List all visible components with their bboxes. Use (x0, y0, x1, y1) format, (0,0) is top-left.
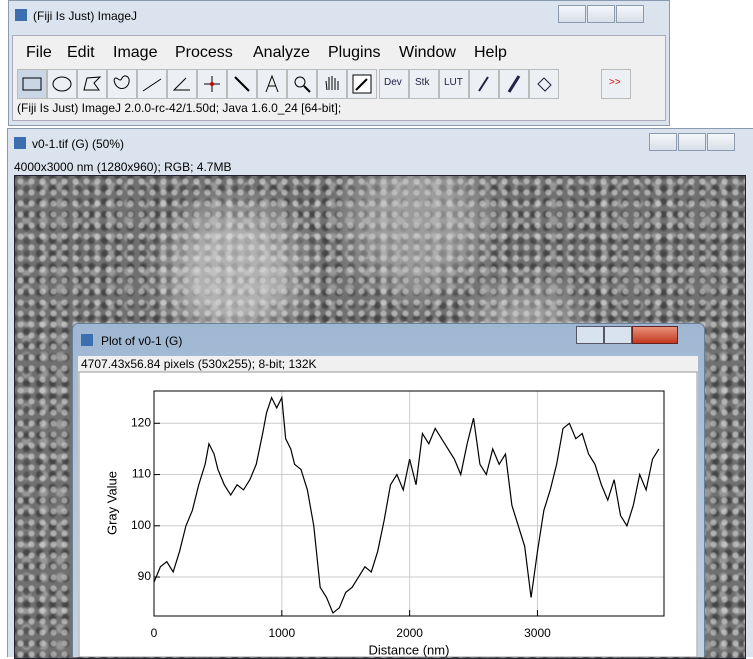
icon (172, 77, 190, 91)
icon (352, 74, 372, 94)
window-icon (14, 137, 26, 149)
image-info: 4000x3000 nm (1280x960); RGB; 4.7MB (14, 160, 232, 174)
minimize[interactable] (576, 326, 604, 344)
plot-canvas (78, 371, 698, 657)
tool-dropper[interactable] (347, 69, 377, 99)
profile-line (153, 395, 660, 614)
tool-polygon[interactable] (77, 69, 107, 99)
tool-pencil[interactable] (469, 69, 499, 99)
menu-item[interactable]: Window (399, 44, 456, 61)
status-bar: (Fiji Is Just) ImageJ 2.0.0-rc-42/1.50d;… (17, 101, 342, 115)
x-tick-label: 1000 (268, 626, 295, 640)
icon (537, 77, 552, 92)
window-title: (Fiji Is Just) ImageJ (33, 9, 138, 23)
window-icon (15, 9, 27, 21)
maximize[interactable] (678, 133, 706, 151)
icon (22, 77, 42, 91)
tool-text[interactable] (257, 69, 287, 99)
tool-wand[interactable] (227, 69, 257, 99)
icon (265, 74, 279, 93)
menu-item[interactable]: Edit (67, 44, 95, 61)
icon (142, 78, 162, 92)
close[interactable] (632, 326, 678, 344)
window-controls (557, 5, 644, 23)
tool-angle[interactable] (167, 69, 197, 99)
menu-item[interactable]: Plugins (328, 44, 381, 61)
plot-window: Plot of v0-1 (G) 4707.43x56.84 pixels (5… (72, 323, 705, 657)
tool-label: Dev (384, 77, 402, 88)
y-tick-label: 90 (138, 569, 152, 583)
x-tick-label: 0 (151, 626, 158, 640)
tool-stk[interactable]: Stk (409, 69, 439, 99)
icon (113, 75, 130, 89)
minimize[interactable] (558, 5, 586, 23)
plot: Gray Value Distance (nm) 90 100 110 120 0 100… (78, 371, 698, 657)
tool-label: LUT (444, 77, 463, 88)
y-tick-label: 110 (132, 467, 151, 481)
tool-label: Stk (415, 77, 430, 88)
tool-point[interactable] (197, 69, 227, 99)
tool-oval[interactable] (47, 69, 77, 99)
tool-hand[interactable] (317, 69, 347, 99)
tool-brush[interactable] (499, 69, 529, 99)
y-tick-label: 100 (131, 518, 151, 532)
y-tick-label: 120 (131, 415, 151, 429)
icon (294, 76, 311, 93)
menu-item[interactable]: Image (113, 44, 158, 61)
icon (204, 76, 220, 92)
minimize[interactable] (649, 133, 677, 151)
icon (478, 76, 489, 92)
y-axis-label: Gray Value (104, 471, 119, 535)
icon (52, 76, 72, 92)
tool-fill[interactable] (529, 69, 559, 99)
close[interactable] (616, 5, 644, 23)
menu-item[interactable]: Help (474, 44, 507, 61)
tool-zoom[interactable] (287, 69, 317, 99)
tool-freehand[interactable] (107, 69, 137, 99)
tool-lut[interactable]: LUT (439, 69, 469, 99)
menu-item[interactable]: Process (175, 44, 233, 61)
icon (507, 75, 521, 93)
icon (234, 76, 250, 92)
icon (325, 76, 339, 91)
tool-dev[interactable]: Dev (379, 69, 409, 99)
window-controls (648, 133, 735, 151)
tool-more[interactable]: >> (601, 69, 631, 99)
menu-item[interactable]: Analyze (253, 44, 310, 61)
tool-line[interactable] (137, 69, 167, 99)
x-tick-label: 3000 (524, 626, 551, 640)
tool-label: >> (609, 77, 621, 88)
maximize[interactable] (587, 5, 615, 23)
icon (83, 76, 102, 91)
window-icon (81, 334, 93, 346)
x-axis-label: Distance (nm) (369, 642, 450, 657)
tool-rect[interactable] (17, 69, 47, 99)
maximize[interactable] (604, 326, 632, 344)
plot-frame (153, 390, 665, 617)
window-title: Plot of v0-1 (G) (101, 334, 183, 348)
plot-info: 4707.43x56.84 pixels (530x255); 8-bit; 1… (81, 357, 317, 371)
imagej-window: (Fiji Is Just) ImageJ File Edit Image Pr… (8, 0, 670, 126)
menu-item[interactable]: File (26, 44, 52, 61)
x-tick-label: 2000 (396, 626, 423, 640)
window-title: v0-1.tif (G) (50%) (32, 137, 125, 151)
close[interactable] (707, 133, 735, 151)
